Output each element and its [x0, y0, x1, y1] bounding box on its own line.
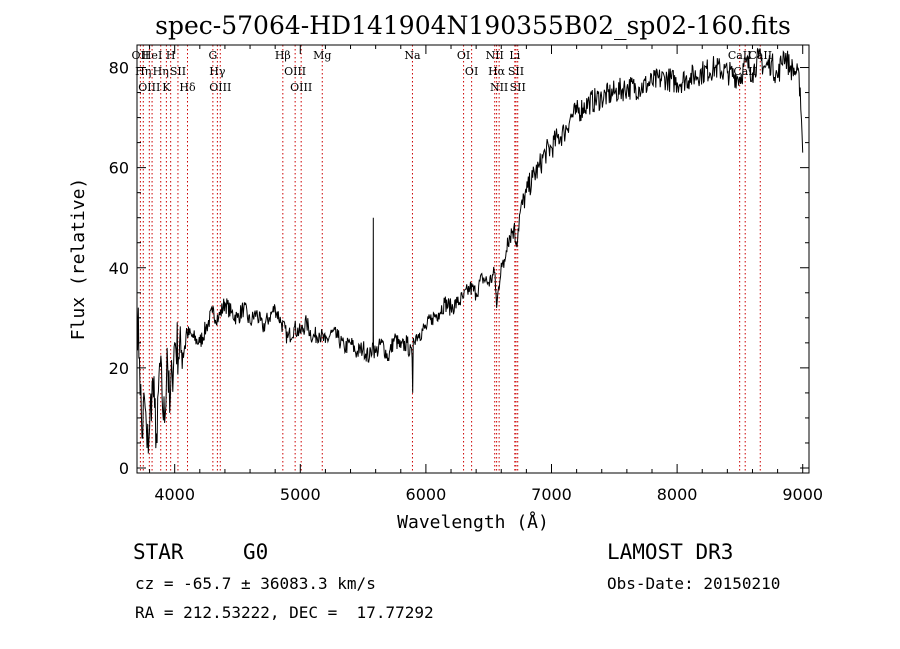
object-class: STAR	[133, 540, 184, 564]
line-label-11: OIII	[209, 81, 231, 94]
line-label-8: Hδ	[179, 81, 196, 94]
line-label-12: Hβ	[275, 49, 291, 62]
line-label-13: OIII	[284, 65, 306, 78]
y-tick-label-1: 20	[109, 359, 129, 378]
spectral-line-labels: OIIHηOIIIHeIHηKHSIIHδGHγOIIIHβOIIIOIIIMg…	[132, 49, 773, 94]
x-tick-label-2: 6000	[406, 485, 447, 504]
sky-coordinates: RA = 212.53222, DEC = 17.77292	[135, 603, 434, 622]
x-tick-label-5: 9000	[782, 485, 823, 504]
line-label-0: OII	[132, 49, 150, 62]
object-subclass: G0	[243, 540, 269, 564]
x-tick-label-0: 4000	[154, 485, 195, 504]
series-layer	[136, 47, 804, 454]
line-label-16: Na	[404, 49, 421, 62]
line-label-17: OI	[457, 49, 470, 62]
line-label-26: CaII	[733, 65, 757, 78]
line-label-5: K	[162, 81, 171, 94]
x-axis-label: Wavelength (Å)	[397, 511, 549, 533]
x-tick-label-3: 7000	[531, 485, 572, 504]
line-label-24: SII	[510, 81, 526, 94]
y-tick-label-2: 40	[109, 259, 129, 278]
line-label-10: Hγ	[209, 65, 226, 78]
line-label-7: SII	[170, 65, 186, 78]
line-label-1: Hη	[135, 65, 151, 78]
spectrum-line-spectrum	[136, 47, 804, 454]
line-label-2: OIII	[138, 81, 160, 94]
line-label-20: Hα	[488, 65, 506, 78]
observation-date: Obs-Date: 20150210	[607, 574, 781, 593]
y-tick-label-0: 0	[119, 459, 129, 478]
line-label-23: SII	[508, 65, 524, 78]
line-label-4: Hη	[153, 65, 169, 78]
x-tick-label-4: 8000	[657, 485, 698, 504]
chart-title: spec-57064-HD141904N190355B02_sp02-160.f…	[155, 11, 791, 40]
redshift-cz: cz = -65.7 ± 36083.3 km/s	[135, 574, 376, 593]
x-tick-label-1: 5000	[280, 485, 321, 504]
y-tick-label-3: 60	[109, 159, 129, 178]
y-axis-label: Flux (relative)	[68, 178, 89, 341]
y-axis-ticks: 0 20 40 60 80	[109, 59, 809, 478]
line-label-9: G	[208, 49, 217, 62]
line-label-22: Li	[509, 49, 520, 62]
line-label-21: NII	[490, 81, 508, 94]
line-label-19: NII	[486, 49, 504, 62]
line-label-14: OIII	[290, 81, 312, 94]
y-tick-label-4: 80	[109, 59, 129, 78]
line-label-3: HeI	[142, 49, 162, 62]
line-label-18: OI	[465, 65, 478, 78]
line-label-15: Mg	[313, 49, 331, 62]
spectral-line-markers	[139, 45, 761, 473]
survey-name: LAMOST DR3	[607, 540, 734, 564]
spectrum-chart: spec-57064-HD141904N190355B02_sp02-160.f…	[68, 11, 823, 533]
line-label-6: H	[166, 49, 176, 62]
plot-frame	[136, 44, 810, 474]
x-axis-ticks: 4000 5000 6000 7000 8000 9000	[149, 45, 823, 504]
